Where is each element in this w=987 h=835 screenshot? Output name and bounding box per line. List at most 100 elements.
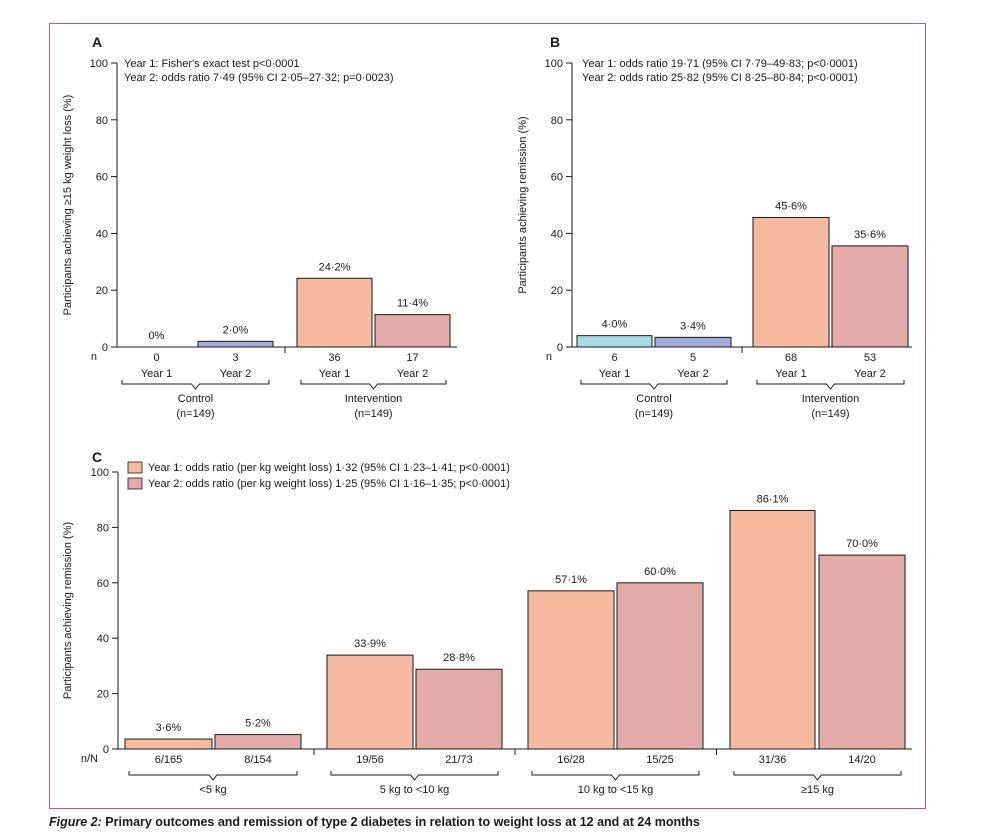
bar-value-label: 33·9%: [354, 638, 386, 650]
bar-value-label: 5·2%: [245, 718, 271, 730]
group-label: Intervention: [345, 393, 402, 405]
legend-swatch: [127, 477, 143, 490]
y-tick-label: 40: [551, 228, 563, 240]
panel-letter: A: [92, 34, 102, 50]
group-bracket: [330, 771, 499, 781]
y-tick-label: 80: [96, 115, 108, 127]
bar: [616, 582, 704, 750]
y-tick-label: 100: [545, 58, 563, 70]
group-bracket: [733, 771, 902, 781]
group-size-label: (n=149): [354, 408, 392, 420]
bar: [296, 277, 373, 348]
stat-annotation: Year 2: odds ratio 7·49 (95% CI 2·05–27·…: [124, 72, 394, 84]
group-size-label: (n=149): [811, 408, 849, 420]
y-tick-label: 20: [97, 689, 109, 701]
y-tick-label: 60: [97, 578, 109, 590]
group-bracket: [128, 771, 298, 781]
bar: [752, 216, 830, 348]
bar: [124, 738, 213, 750]
bar-year-label: Year 1: [599, 368, 630, 380]
bar-value-label: 57·1%: [555, 574, 587, 586]
y-axis-title: Participants achieving remission (%): [517, 116, 529, 293]
bar: [729, 510, 816, 750]
group-bracket: [756, 380, 905, 390]
bar-value-label: 28·8%: [443, 652, 475, 664]
bar-count-label: 17: [406, 352, 418, 364]
bar-count-label: 5: [690, 352, 696, 364]
bar: [214, 734, 302, 750]
legend-label: Year 1: odds ratio (per kg weight loss) …: [148, 462, 510, 474]
stat-annotation: Year 2: odds ratio 25·82 (95% CI 8·25–80…: [582, 72, 858, 84]
bar: [326, 654, 414, 750]
bar-count-label: 8/154: [244, 754, 272, 766]
count-row-label: n/N: [81, 753, 98, 765]
bar: [197, 340, 274, 348]
bar-value-label: 0%: [149, 330, 165, 342]
y-tick-label: 80: [97, 522, 109, 534]
figure-caption: Figure 2: Primary outcomes and remission…: [49, 815, 700, 829]
group-label: ≥15 kg: [801, 784, 834, 796]
bar-value-label: 70·0%: [846, 538, 878, 550]
bar-value-label: 45·6%: [775, 200, 807, 212]
bar: [374, 314, 451, 348]
bar-count-label: 16/28: [557, 754, 585, 766]
group-label: 5 kg to <10 kg: [380, 784, 449, 796]
bar-year-label: Year 1: [319, 368, 350, 380]
panel-letter: C: [92, 449, 102, 465]
group-label: Control: [636, 393, 671, 405]
bar-value-label: 11·4%: [397, 298, 428, 310]
bar-value-label: 86·1%: [757, 494, 789, 506]
bar-count-label: 0: [153, 352, 159, 364]
bar-value-label: 2·0%: [223, 324, 249, 336]
bar-year-label: Year 1: [775, 368, 806, 380]
bar-year-label: Year 2: [220, 368, 251, 380]
bar-count-label: 36: [328, 352, 340, 364]
group-label: Intervention: [802, 393, 859, 405]
caption-text: Primary outcomes and remission of type 2…: [105, 815, 700, 829]
stat-annotation: Year 1: odds ratio 19·71 (95% CI 7·79–49…: [582, 58, 858, 70]
bar-count-label: 31/36: [759, 754, 787, 766]
bar-count-label: 6: [611, 352, 617, 364]
bar-year-label: Year 2: [677, 368, 708, 380]
bar: [527, 590, 615, 750]
bar: [415, 668, 503, 750]
bar-value-label: 35·6%: [854, 229, 886, 241]
legend-swatch: [127, 461, 143, 474]
bar: [818, 554, 906, 750]
bar-value-label: 3·4%: [680, 320, 706, 332]
bar-year-label: Year 2: [854, 368, 885, 380]
y-tick-label: 100: [91, 467, 109, 479]
group-bracket: [300, 380, 447, 390]
y-tick-label: 80: [551, 115, 563, 127]
bar-year-label: Year 2: [397, 368, 428, 380]
y-tick-label: 20: [96, 285, 108, 297]
bar-value-label: 60·0%: [644, 566, 676, 578]
y-axis-title: Participants achieving remission (%): [62, 522, 74, 699]
bar: [654, 336, 732, 348]
stat-annotation: Year 1: Fisher's exact test p<0·0001: [124, 58, 300, 70]
y-axis-title: Participants achieving ≥15 kg weight los…: [62, 95, 74, 316]
panel-letter: B: [550, 34, 560, 50]
bar-count-label: 14/20: [848, 754, 876, 766]
group-bracket: [121, 380, 270, 390]
count-row-label: n: [91, 351, 97, 363]
bar-year-label: Year 1: [141, 368, 172, 380]
bar-count-label: 53: [864, 352, 876, 364]
count-row-label: n: [546, 351, 552, 363]
group-size-label: (n=149): [635, 408, 673, 420]
bar-value-label: 4·0%: [602, 319, 628, 331]
bar-value-label: 24·2%: [319, 261, 351, 273]
legend-label: Year 2: odds ratio (per kg weight loss) …: [148, 478, 510, 490]
y-tick-label: 40: [96, 228, 108, 240]
caption-label: Figure 2:: [49, 815, 102, 829]
bar: [831, 245, 909, 348]
y-tick-label: 40: [97, 633, 109, 645]
group-label: <5 kg: [199, 784, 226, 796]
bar-count-label: 21/73: [445, 754, 473, 766]
y-tick-label: 0: [557, 342, 563, 354]
group-bracket: [531, 771, 700, 781]
y-tick-label: 60: [96, 172, 108, 184]
bar-count-label: 6/165: [155, 754, 183, 766]
bar-count-label: 68: [785, 352, 797, 364]
